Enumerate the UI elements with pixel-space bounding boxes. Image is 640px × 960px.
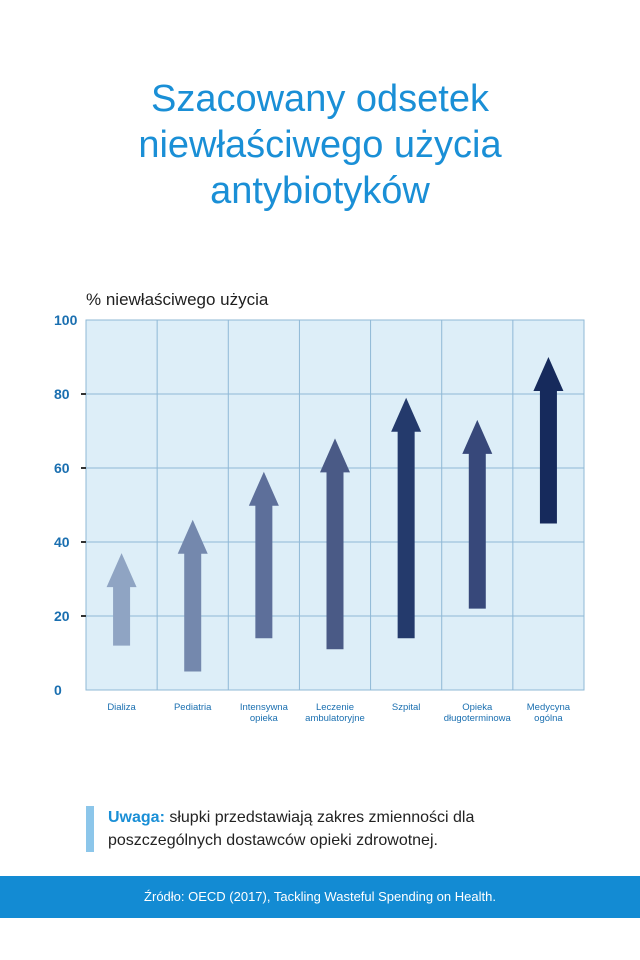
x-tick-label: Intensywna [240, 702, 289, 713]
note-text-line2: poszczególnych dostawców opieki zdrowotn… [108, 832, 438, 849]
y-tick-label: 20 [54, 608, 70, 624]
range-arrow [391, 397, 422, 639]
y-tick-label: 0 [54, 682, 62, 698]
title-line-1: Szacowany odsetek [151, 78, 489, 120]
x-tick-label: ogólna [534, 713, 563, 724]
x-tick-label: Opieka [462, 702, 493, 713]
range-arrow [462, 419, 493, 609]
x-tick-label: Leczenie [316, 702, 354, 713]
note-label: Uwaga: [108, 809, 165, 826]
range-arrow [177, 519, 208, 672]
note-text-line1: słupki przedstawiają zakres zmienności d… [164, 809, 475, 826]
range-arrow [248, 471, 279, 639]
y-tick-label: 40 [54, 534, 70, 550]
title-line-3: antybiotyków [210, 170, 430, 212]
x-tick-label: długoterminowa [444, 713, 512, 724]
x-tick-label: opieka [250, 713, 279, 724]
x-tick-label: Dializa [107, 702, 136, 713]
range-arrow [106, 553, 137, 646]
note-box: Uwaga: słupki przedstawiają zakres zmien… [86, 806, 628, 852]
y-tick-label: 100 [54, 312, 78, 328]
x-tick-label: ambulatoryjne [305, 713, 365, 724]
y-tick-label: 80 [54, 386, 70, 402]
range-arrow [320, 438, 350, 650]
range-chart: 0 20 40 60 80 100 Dializa Pediatria Intensywnaop… [54, 312, 585, 724]
range-arrow [533, 357, 564, 524]
source-footer: Źródło: OECD (2017), Tackling Wasteful S… [0, 876, 640, 918]
x-tick-label: Szpital [392, 702, 421, 713]
x-tick-label: Pediatria [174, 702, 212, 713]
x-tick-label: Medycyna [527, 702, 571, 713]
y-tick-label: 60 [54, 460, 70, 476]
chart-title: Szacowany odsetek niewłaściwego użycia a… [0, 76, 640, 214]
title-line-2: niewłaściwego użycia [138, 124, 502, 166]
y-axis-label: % niewłaściwego użycia [86, 290, 269, 309]
